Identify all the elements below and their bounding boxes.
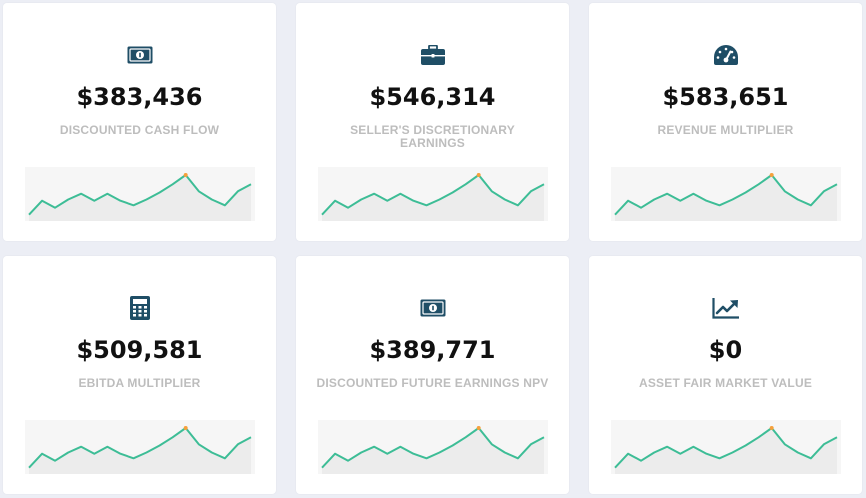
card-ebitda-multiplier: $509,581 EBITDA MULTIPLIER bbox=[3, 256, 276, 494]
card-label: REVENUE MULTIPLIER bbox=[657, 123, 794, 137]
card-revenue-multiplier: $583,651 REVENUE MULTIPLIER bbox=[589, 3, 862, 241]
card-discounted-future-earnings-npv: $389,771 DISCOUNTED FUTURE EARNINGS NPV bbox=[296, 256, 569, 494]
card-value: $509,581 bbox=[76, 336, 203, 364]
briefcase-icon bbox=[296, 41, 569, 69]
sparkline-peak-point bbox=[769, 173, 774, 177]
card-label: SELLER'S DISCRETIONARY EARNINGS bbox=[350, 123, 515, 150]
money-icon bbox=[296, 294, 569, 322]
sparkline-area bbox=[322, 428, 544, 474]
sparkline-chart bbox=[318, 167, 548, 221]
sparkline-chart bbox=[25, 167, 255, 221]
card-value: $583,651 bbox=[662, 83, 789, 111]
card-discounted-cash-flow: $383,436 DISCOUNTED CASH FLOW bbox=[3, 3, 276, 241]
chart-line-icon bbox=[589, 294, 862, 322]
card-asset-fair-market-value: $0 ASSET FAIR MARKET VALUE bbox=[589, 256, 862, 494]
sparkline-chart bbox=[611, 420, 841, 474]
sparkline-peak-point bbox=[476, 426, 481, 430]
sparkline-peak-point bbox=[476, 173, 481, 177]
sparkline-area bbox=[322, 175, 544, 221]
sparkline-chart bbox=[25, 420, 255, 474]
sparkline-area bbox=[29, 175, 251, 221]
sparkline-line bbox=[614, 174, 838, 216]
sparkline-line bbox=[614, 427, 838, 469]
sparkline-peak-point bbox=[183, 426, 188, 430]
sparkline-line bbox=[28, 174, 252, 216]
card-label: DISCOUNTED CASH FLOW bbox=[59, 123, 220, 137]
gauge-icon bbox=[589, 41, 862, 69]
card-value: $389,771 bbox=[369, 336, 496, 364]
sparkline-chart bbox=[318, 420, 548, 474]
card-value: $383,436 bbox=[76, 83, 203, 111]
calculator-icon bbox=[3, 294, 276, 322]
sparkline-peak-point bbox=[769, 426, 774, 430]
sparkline-area bbox=[615, 175, 837, 221]
card-label: DISCOUNTED FUTURE EARNINGS NPV bbox=[316, 376, 549, 390]
sparkline-line bbox=[28, 427, 252, 469]
card-value: $0 bbox=[708, 336, 743, 364]
sparkline-peak-point bbox=[183, 173, 188, 177]
sparkline-area bbox=[615, 428, 837, 474]
money-icon bbox=[3, 41, 276, 69]
card-value: $546,314 bbox=[369, 83, 496, 111]
card-label: ASSET FAIR MARKET VALUE bbox=[638, 376, 813, 390]
sparkline-area bbox=[29, 428, 251, 474]
sparkline-chart bbox=[611, 167, 841, 221]
sparkline-line bbox=[321, 427, 545, 469]
sparkline-line bbox=[321, 174, 545, 216]
card-sellers-discretionary-earnings: $546,314 SELLER'S DISCRETIONARY EARNINGS bbox=[296, 3, 569, 241]
card-label: EBITDA MULTIPLIER bbox=[78, 376, 201, 390]
